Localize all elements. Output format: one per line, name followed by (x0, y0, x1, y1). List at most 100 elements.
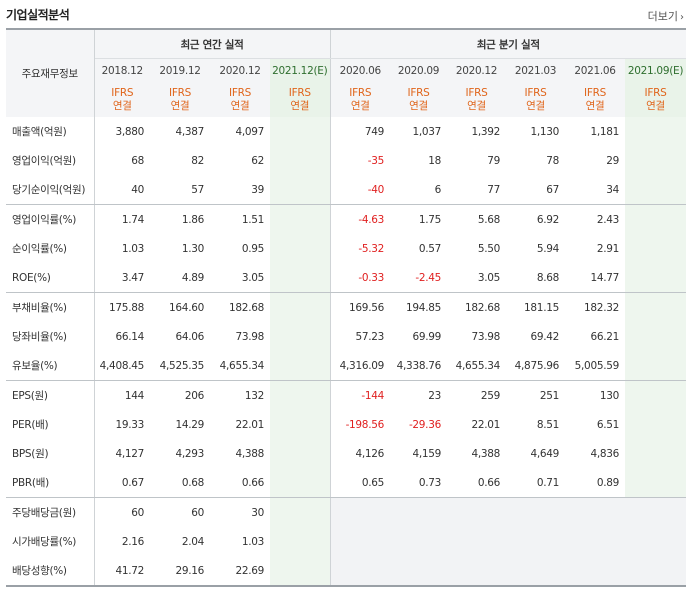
section-title: 기업실적분석 (6, 8, 70, 22)
cell-value: 2.16 (121, 535, 144, 548)
cell-value: 69.99 (412, 330, 441, 343)
cell-value: 132 (244, 389, 264, 402)
cell-value: -40 (330, 175, 390, 205)
cell-value (270, 527, 331, 556)
cell-value: 169.56 (349, 301, 384, 314)
row-label: 당좌비율(%) (6, 322, 95, 351)
cell-value: 194.85 (406, 301, 441, 314)
cell-value: 29.16 (150, 556, 210, 587)
cell-value: 0.66 (447, 468, 506, 498)
cell-value: 4,655.34 (447, 351, 506, 381)
cell-value (270, 410, 331, 439)
cell-value: 40 (94, 175, 150, 205)
cell-value: -4.63 (358, 213, 384, 226)
cell-value: 14.29 (175, 418, 204, 431)
cell-value: 68 (131, 154, 144, 167)
table-row: BPS(원) 4,127 4,293 4,388 4,126 4,159 4,388 4,64… (6, 439, 686, 468)
cell-value: 23 (428, 389, 441, 402)
cell-value (565, 556, 625, 587)
cell-value: 4,293 (175, 447, 204, 460)
cell-value: 164.60 (169, 301, 204, 314)
cell-value (625, 117, 686, 146)
row-label: 당기순이익(억원) (6, 175, 95, 205)
cell-value: 62 (251, 154, 264, 167)
table-row: ROE(%) 3.47 4.89 3.05 -0.33 -2.45 3.05 8.68 14.7… (6, 263, 686, 293)
ifrs-consolidated-label: IFRS 연결 (625, 83, 686, 117)
cell-value (270, 263, 331, 293)
cell-value: 749 (364, 125, 384, 138)
cell-value: 0.66 (210, 468, 270, 498)
cell-value (270, 439, 331, 468)
chevron-right-icon: › (680, 12, 684, 23)
row-label: BPS(원) (6, 439, 95, 468)
cell-value (625, 292, 686, 322)
row-label: 시가배당률(%) (6, 527, 95, 556)
cell-value: 79 (487, 154, 500, 167)
cell-value (565, 527, 625, 556)
row-label: 순이익률(%) (6, 234, 95, 263)
cell-value: 22.01 (235, 418, 264, 431)
cell-value: 5.50 (477, 242, 500, 255)
cell-value: 259 (480, 389, 500, 402)
cell-value: 39 (210, 175, 270, 205)
row-label: PER(배) (6, 410, 95, 439)
cell-value: 182.68 (465, 301, 500, 314)
cell-value (390, 556, 447, 587)
cell-value: 4,126 (355, 447, 384, 460)
section-header: 기업실적분석 더보기 › (0, 0, 692, 28)
cell-value: 4,875.96 (506, 351, 565, 381)
row-header: 주요재무정보 (6, 29, 95, 117)
consolidated-label: 연결 (170, 100, 190, 112)
cell-value (447, 497, 506, 527)
table-row: 영업이익(억원) 68 82 62 -35 18 79 78 29 (6, 146, 686, 175)
cell-value (625, 175, 686, 205)
ifrs-consolidated-label: IFRS 연결 (270, 83, 331, 117)
row-label: 배당성향(%) (6, 556, 95, 587)
cell-value (270, 292, 331, 322)
cell-value: 251 (539, 389, 559, 402)
cell-value: -0.33 (330, 263, 390, 293)
cell-value: 1,181 (590, 125, 619, 138)
row-label: 주당배당금(원) (6, 497, 95, 527)
cell-value: 4,836 (590, 447, 619, 460)
period-header: 2018.12 (94, 58, 150, 83)
cell-value (330, 527, 390, 556)
cell-value: 4,127 (115, 447, 144, 460)
table-row: 영업이익률(%) 1.74 1.86 1.51 -4.63 1.75 5.68 6.92 2.4… (6, 204, 686, 234)
cell-value: 0.57 (418, 242, 441, 255)
cell-value: 2.91 (596, 242, 619, 255)
row-label: EPS(원) (6, 380, 95, 410)
cell-value: 34 (565, 175, 625, 205)
cell-value (390, 527, 447, 556)
cell-value: 206 (184, 389, 204, 402)
cell-value: 5.68 (477, 213, 500, 226)
consolidated-label: 연결 (350, 100, 370, 112)
cell-value: 66.14 (115, 330, 144, 343)
table-row: 매출액(억원) 3,880 4,387 4,097 749 1,037 1,392 1,130… (6, 117, 686, 146)
ifrs-label: IFRS (288, 87, 311, 99)
cell-value (625, 556, 686, 587)
consolidated-label: 연결 (646, 100, 665, 112)
cell-value: 0.65 (330, 468, 390, 498)
consolidated-label: 연결 (467, 100, 486, 112)
table-row: 당기순이익(억원) 40 57 39 -40 6 77 67 34 (6, 175, 686, 205)
cell-value (270, 146, 331, 175)
cell-value: 6 (390, 175, 447, 205)
cell-value: 1.03 (121, 242, 144, 255)
table-row: 순이익률(%) 1.03 1.30 0.95 -5.32 0.57 5.50 5.94 2.91 (6, 234, 686, 263)
table-row: 주당배당금(원) 60 60 30 (6, 497, 686, 527)
cell-value: 3.05 (210, 263, 270, 293)
financial-table: 주요재무정보 최근 연간 실적 최근 분기 실적 2018.12 2019.12 2… (6, 28, 686, 587)
cell-value: 3.05 (447, 263, 506, 293)
ifrs-consolidated-label: IFRS 연결 (390, 83, 447, 117)
cell-value: 0.95 (241, 242, 264, 255)
cell-value: 30 (251, 506, 264, 519)
cell-value: 4,338.76 (390, 351, 447, 381)
cell-value (270, 351, 331, 381)
cell-value (625, 351, 686, 381)
cell-value: 4.89 (150, 263, 210, 293)
more-link[interactable]: 더보기 › (648, 8, 684, 24)
ifrs-consolidated-label: IFRS 연결 (330, 83, 390, 117)
cell-value: 4,388 (235, 447, 264, 460)
ifrs-label: IFRS (349, 87, 372, 99)
